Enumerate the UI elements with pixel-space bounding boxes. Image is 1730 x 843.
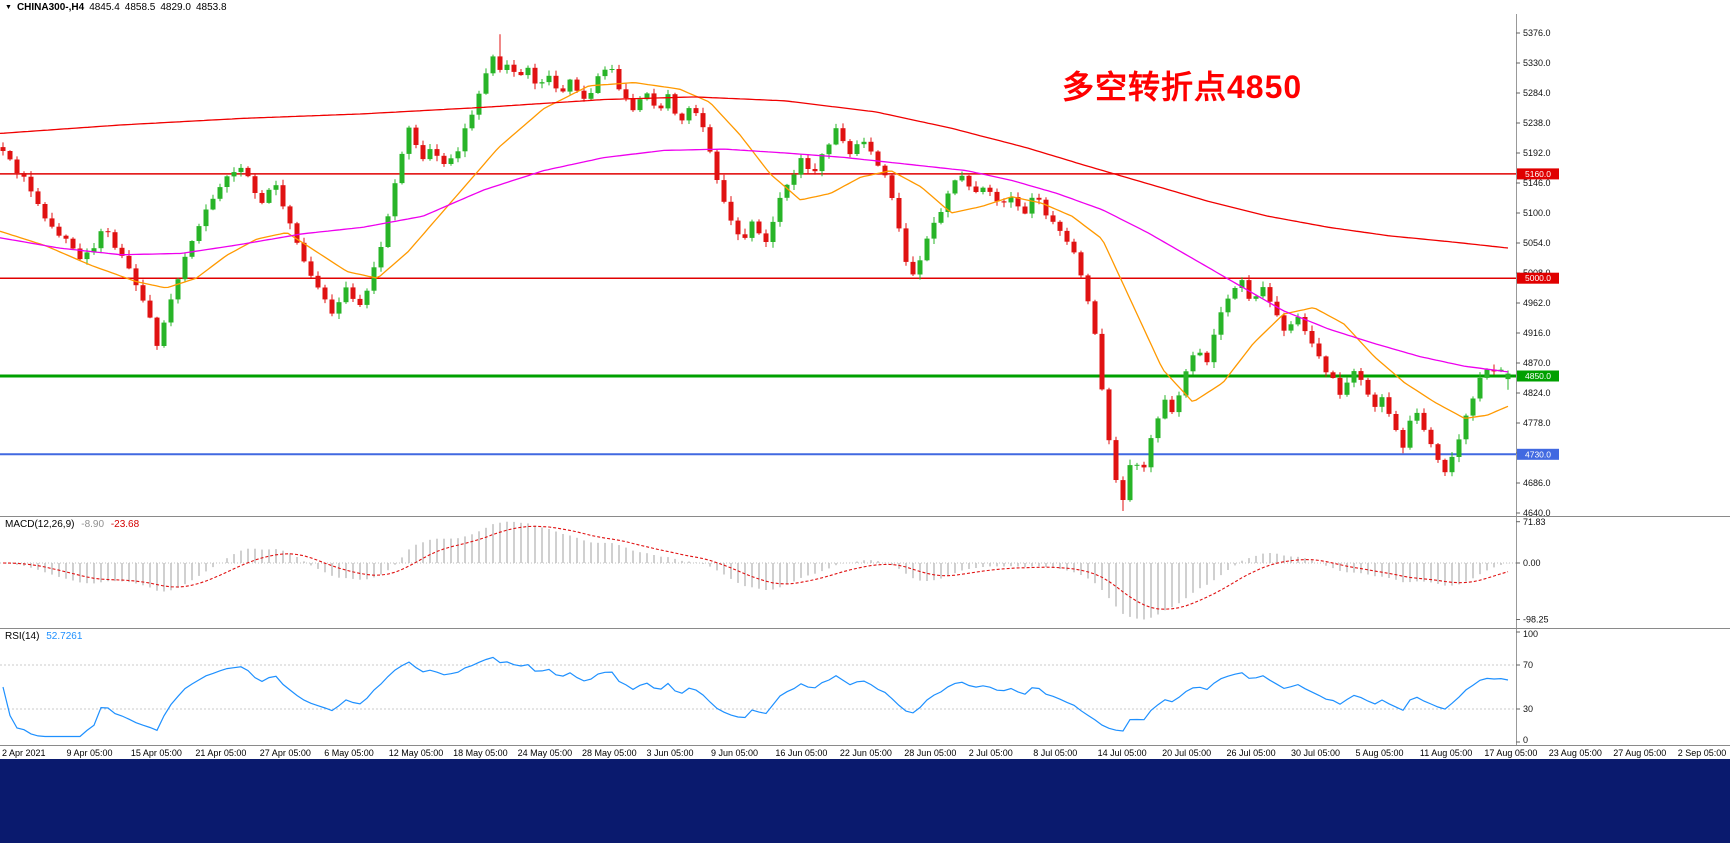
svg-text:4686.0: 4686.0 <box>1523 478 1551 488</box>
time-label: 27 Apr 05:00 <box>259 748 311 758</box>
time-label: 15 Apr 05:00 <box>130 748 182 758</box>
time-label: 27 Aug 05:00 <box>1613 748 1667 758</box>
rsi-label: RSI(14) 52.7261 <box>5 631 86 642</box>
bar-low-value: 4829.0 <box>160 2 191 13</box>
svg-text:5000.0: 5000.0 <box>1525 273 1551 283</box>
time-label: 21 Apr 05:00 <box>195 748 247 758</box>
svg-text:0: 0 <box>1523 735 1528 745</box>
time-label: 28 Jun 05:00 <box>904 748 957 758</box>
rsi-title: RSI(14) <box>5 631 40 642</box>
time-label: 2 Apr 2021 <box>2 748 46 758</box>
svg-text:4824.0: 4824.0 <box>1523 388 1551 398</box>
svg-text:100: 100 <box>1523 629 1538 639</box>
time-label: 11 Aug 05:00 <box>1419 748 1473 758</box>
time-label: 17 Aug 05:00 <box>1484 748 1538 758</box>
svg-text:5100.0: 5100.0 <box>1523 208 1551 218</box>
svg-text:4640.0: 4640.0 <box>1523 508 1551 516</box>
time-label: 23 Aug 05:00 <box>1548 748 1602 758</box>
chart-dropdown-icon[interactable]: ▼ <box>5 4 12 11</box>
macd-main-value: -8.90 <box>81 519 105 530</box>
chart-annotation-text[interactable]: 多空转折点4850 <box>1062 69 1303 105</box>
svg-text:4870.0: 4870.0 <box>1523 358 1551 368</box>
time-label: 2 Jul 05:00 <box>968 748 1013 758</box>
time-label: 3 Jun 05:00 <box>646 748 694 758</box>
bar-open-value: 4845.4 <box>89 2 120 13</box>
rsi-chart-svg[interactable]: 100 70 30 0 <box>0 629 1730 746</box>
svg-text:5330.0: 5330.0 <box>1523 58 1551 68</box>
svg-text:4916.0: 4916.0 <box>1523 328 1551 338</box>
time-label: 9 Apr 05:00 <box>66 748 113 758</box>
time-label: 6 May 05:00 <box>324 748 374 758</box>
rsi-indicator-pane[interactable]: RSI(14) 52.7261 100 70 30 0 <box>0 628 1730 746</box>
bar-close-value: 4853.8 <box>195 2 227 13</box>
macd-label: MACD(12,26,9) -8.90 -23.68 <box>5 519 143 530</box>
macd-signal-value: -23.68 <box>110 519 140 530</box>
svg-text:5284.0: 5284.0 <box>1523 88 1551 98</box>
time-label: 24 May 05:00 <box>517 748 573 758</box>
bar-high-value: 4858.5 <box>124 2 156 13</box>
time-label: 5 Aug 05:00 <box>1355 748 1404 758</box>
chart-ohlc-header: ▼ CHINA300-,H4 4845.4 4858.5 4829.0 4853… <box>5 1 227 14</box>
svg-text:-98.25: -98.25 <box>1523 615 1549 625</box>
candlestick-chart[interactable]: 5376.0 5330.0 5284.0 5238.0 5192.0 5146.0 5100… <box>0 14 1730 516</box>
time-label: 20 Jul 05:00 <box>1162 748 1212 758</box>
time-label: 16 Jun 05:00 <box>775 748 828 758</box>
svg-text:70: 70 <box>1523 660 1533 670</box>
macd-title: MACD(12,26,9) <box>5 519 75 530</box>
svg-text:5192.0: 5192.0 <box>1523 148 1551 158</box>
svg-text:0.00: 0.00 <box>1523 558 1541 568</box>
macd-chart-svg[interactable]: 71.83 0.00 -98.25 <box>0 517 1730 629</box>
macd-chart[interactable]: 71.83 0.00 -98.25 <box>0 517 1730 629</box>
price-chart-pane[interactable]: 5376.0 5330.0 5284.0 5238.0 5192.0 5146.0 5100… <box>0 14 1730 516</box>
time-label: 30 Jul 05:00 <box>1291 748 1341 758</box>
svg-text:5054.0: 5054.0 <box>1523 238 1551 248</box>
time-label: 9 Jun 05:00 <box>710 748 758 758</box>
time-label: 18 May 05:00 <box>453 748 508 758</box>
svg-text:4962.0: 4962.0 <box>1523 298 1551 308</box>
svg-text:5160.0: 5160.0 <box>1525 169 1551 179</box>
macd-indicator-pane[interactable]: MACD(12,26,9) -8.90 -23.68 71.83 0.00 -98.… <box>0 516 1730 629</box>
time-label: 26 Jul 05:00 <box>1226 748 1276 758</box>
price-chart-svg[interactable]: 5376.0 5330.0 5284.0 5238.0 5192.0 5146.0 5100… <box>0 14 1730 516</box>
svg-text:4850.0: 4850.0 <box>1525 371 1551 381</box>
svg-text:30: 30 <box>1523 704 1533 714</box>
svg-text:5146.0: 5146.0 <box>1523 178 1551 188</box>
rsi-chart[interactable]: 100 70 30 0 <box>0 629 1730 746</box>
time-label: 2 Sep 05:00 <box>1677 748 1727 758</box>
svg-text:4778.0: 4778.0 <box>1523 418 1551 428</box>
time-label: 22 Jun 05:00 <box>839 748 892 758</box>
svg-text:4730.0: 4730.0 <box>1525 449 1551 459</box>
svg-text:5376.0: 5376.0 <box>1523 28 1551 38</box>
time-axis[interactable]: 2 Apr 2021 9 Apr 05:00 15 Apr 05:00 21 Apr … <box>0 745 1730 759</box>
time-label: 8 Jul 05:00 <box>1033 748 1078 758</box>
svg-text:71.83: 71.83 <box>1523 517 1546 527</box>
time-label: 14 Jul 05:00 <box>1097 748 1147 758</box>
rsi-value: 52.7261 <box>46 631 83 642</box>
time-label: 12 May 05:00 <box>388 748 444 758</box>
symbol-timeframe-label: CHINA300-,H4 <box>16 2 85 13</box>
svg-text:5238.0: 5238.0 <box>1523 118 1551 128</box>
bottom-bar <box>0 759 1730 843</box>
time-label: 28 May 05:00 <box>582 748 637 758</box>
